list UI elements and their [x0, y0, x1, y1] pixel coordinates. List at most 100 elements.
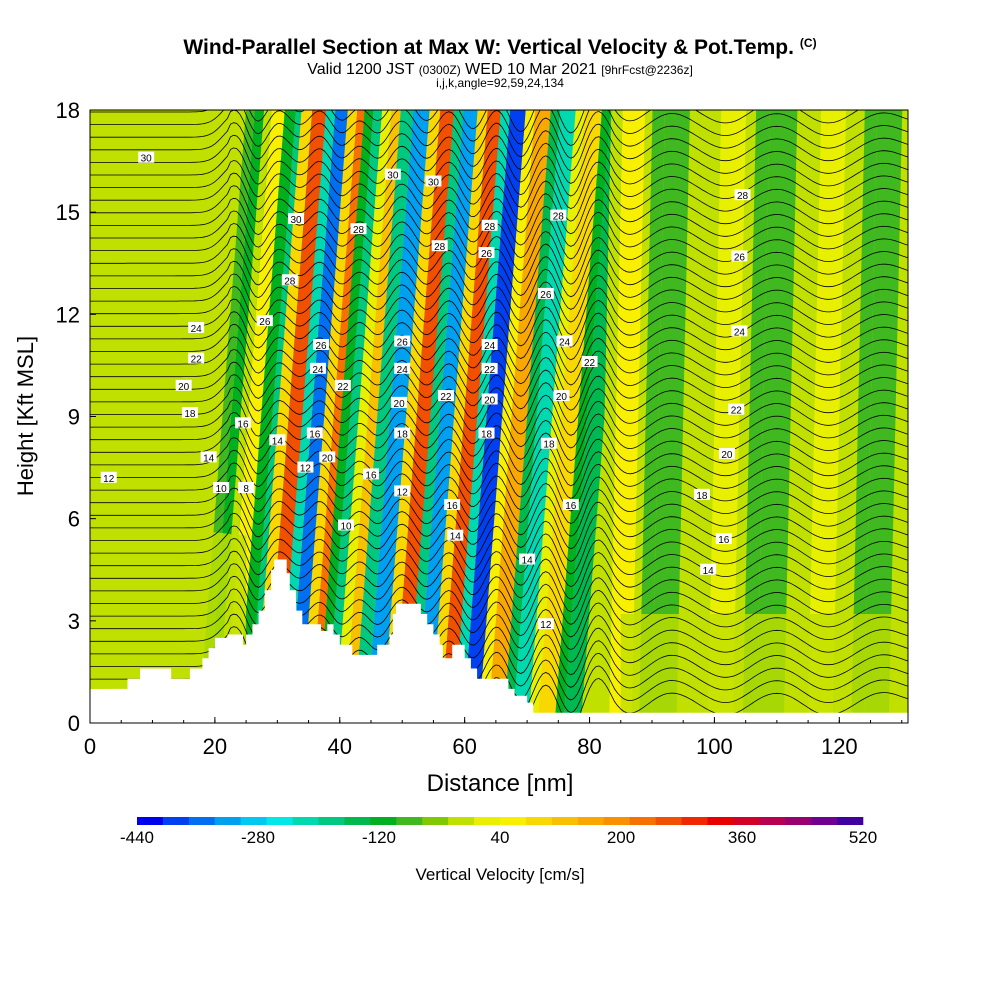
contour-label-text: 12	[300, 464, 312, 475]
contour-label-bg	[700, 563, 717, 575]
contour-label-bg	[213, 482, 230, 494]
x-tick-label: 80	[577, 734, 601, 759]
velocity-band-edge	[453, 110, 511, 723]
contour-label: 20	[718, 447, 735, 461]
contour-label-text: 30	[141, 154, 153, 165]
theta-contour	[90, 110, 908, 159]
contour-label-bg	[540, 437, 557, 449]
contour-label-text: 26	[259, 317, 271, 328]
contour-label-text: 22	[584, 358, 596, 369]
contour-label-text: 28	[434, 242, 446, 253]
contour-label-text: 26	[540, 290, 552, 301]
theta-contour	[90, 538, 908, 588]
contour-label: 20	[175, 379, 192, 393]
y-tick-label: 6	[68, 507, 80, 532]
theta-contour	[90, 349, 908, 399]
theta-contour	[90, 437, 908, 487]
contour-label-bg	[431, 240, 448, 252]
velocity-band	[863, 110, 903, 723]
contour-label: 10	[338, 519, 355, 532]
contour-label-bg	[181, 407, 198, 419]
contour-label: 10	[213, 482, 230, 495]
theta-contour	[90, 500, 908, 550]
theta-contour	[90, 110, 908, 147]
colorbar-swatch	[525, 817, 553, 825]
theta-contour	[90, 336, 908, 386]
theta-contour	[90, 412, 908, 462]
contour-label-bg	[256, 315, 273, 327]
colorbar-swatch	[733, 817, 760, 825]
contour-label-bg	[718, 447, 735, 459]
colorbar-swatch	[370, 817, 397, 825]
contour-label-bg	[519, 553, 536, 565]
contour-label-text: 28	[553, 212, 565, 223]
contour-label: 12	[537, 618, 554, 631]
contour-label-bg	[188, 321, 205, 333]
contour-label-text: 18	[397, 430, 409, 441]
contour-label-bg	[384, 168, 401, 180]
theta-contour	[90, 122, 908, 172]
contour-label-bg	[234, 417, 251, 429]
x-tick-label: 0	[84, 734, 96, 759]
theta-contour	[90, 210, 908, 260]
velocity-band-edge	[795, 110, 822, 723]
contour-label-bg	[362, 468, 379, 480]
colorbar-swatch	[837, 817, 864, 825]
contour-label-text: 24	[191, 324, 203, 335]
contour-label-text: 30	[387, 171, 399, 182]
velocity-band	[807, 110, 847, 723]
velocity-band	[416, 110, 482, 723]
contour-label-bg	[581, 356, 598, 368]
theta-contour	[90, 323, 908, 373]
contour-label: 22	[581, 356, 598, 369]
contour-label: 16	[234, 417, 251, 430]
contour-label-text: 24	[397, 365, 409, 376]
contour-label-bg	[269, 434, 286, 446]
colorbar-swatch	[577, 817, 605, 825]
contour-label-text: 24	[559, 338, 571, 349]
colorbar-swatch	[474, 817, 501, 825]
contour-label: 16	[444, 499, 461, 512]
contour-label-bg	[334, 379, 351, 391]
chart-title-suffix: (C)	[799, 36, 817, 50]
contour-label-bg	[444, 499, 461, 511]
contour-label-bg	[394, 335, 411, 347]
theta-contour	[90, 185, 908, 235]
contour-label-text: 20	[556, 392, 568, 403]
contour-labels: 30 24 22 20 18 16 14 12 10 8 14 12 16 20 26 28 30 26 24 22 1…	[100, 151, 751, 631]
contour-label-bg	[478, 247, 495, 259]
colorbar-label: Vertical Velocity [cm/s]	[415, 865, 584, 884]
contour-label: 18	[478, 427, 495, 441]
colorbar-tick-label: -280	[241, 828, 275, 847]
contour-label-text: 8	[243, 484, 249, 495]
contour-label-text: 26	[397, 338, 409, 349]
chart-title: Wind-Parallel Section at Max W: Vertical…	[0, 36, 1000, 60]
velocity-band-edge	[317, 110, 374, 723]
contour-label-bg	[238, 482, 255, 494]
contour-label-bg	[319, 451, 336, 463]
theta-contour	[90, 147, 908, 197]
contour-label: 28	[734, 189, 751, 202]
contour-label: 20	[481, 393, 498, 406]
contour-label: 22	[188, 352, 205, 366]
contour-label-bg	[481, 219, 498, 231]
contour-label-bg	[537, 618, 554, 630]
contour-label: 12	[394, 485, 411, 498]
theta-contour	[90, 298, 908, 348]
x-tick-label: 100	[696, 734, 733, 759]
contour-label-bg	[481, 362, 498, 374]
contour-label-text: 10	[340, 521, 352, 532]
contour-label-bg	[175, 379, 192, 391]
contour-label: 8	[238, 482, 255, 495]
contour-label-bg	[715, 533, 732, 545]
contour-label: 14	[700, 563, 717, 577]
contour-label-text: 16	[309, 430, 321, 441]
chart-subtitle: Valid 1200 JST (0300Z) WED 10 Mar 2021 […	[0, 61, 1000, 79]
colorbar-swatch	[629, 817, 656, 825]
theta-contour	[90, 260, 908, 310]
contour-label-text: 20	[394, 399, 406, 410]
colorbar-swatch	[266, 817, 293, 825]
contour-label: 16	[715, 533, 732, 546]
contour-label-bg	[306, 427, 323, 439]
